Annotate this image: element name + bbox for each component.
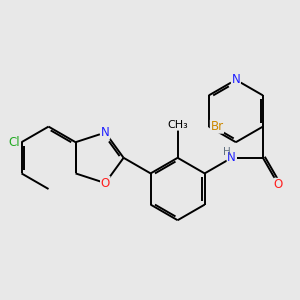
Text: CH₃: CH₃ bbox=[167, 120, 188, 130]
Text: N: N bbox=[227, 151, 236, 164]
Text: O: O bbox=[274, 178, 283, 191]
Text: N: N bbox=[101, 126, 110, 139]
Text: N: N bbox=[232, 73, 240, 86]
Text: H: H bbox=[223, 147, 231, 157]
Text: O: O bbox=[100, 176, 110, 190]
Text: Br: Br bbox=[210, 120, 224, 133]
Text: Cl: Cl bbox=[8, 136, 20, 149]
